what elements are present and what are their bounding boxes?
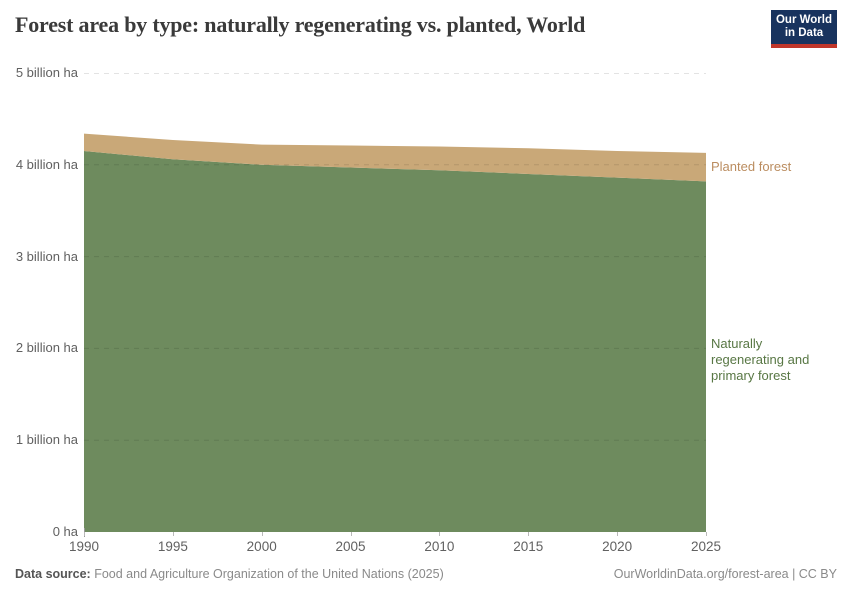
x-tick-mark — [528, 532, 530, 536]
area-naturally-regenerating — [84, 151, 706, 532]
x-tick-mark — [172, 532, 174, 536]
x-tick-label: 1990 — [68, 539, 100, 554]
x-tick-mark — [706, 532, 707, 536]
series-label-naturally-regenerating: Naturally regenerating and primary fores… — [711, 336, 810, 383]
series-label-planted-forest: Planted forest — [711, 159, 792, 174]
y-tick-label: 3 billion ha — [15, 248, 78, 264]
stacked-area-chart — [84, 73, 706, 532]
y-tick-label: 4 billion ha — [15, 156, 78, 172]
y-tick-label: 0 ha — [52, 524, 78, 539]
data-source-note: Data source: Food and Agriculture Organi… — [15, 567, 444, 581]
x-tick-mark — [84, 532, 85, 536]
owid-logo-line1: Our World — [775, 14, 832, 26]
owid-logo: Our World in Data — [771, 10, 837, 48]
x-tick-label: 2005 — [335, 539, 366, 554]
area-planted-forest — [84, 133, 706, 182]
y-tick-label: 2 billion ha — [15, 340, 78, 356]
x-tick-mark — [617, 532, 619, 536]
x-tick-label: 2010 — [424, 539, 455, 554]
x-tick-mark — [350, 532, 352, 536]
x-tick-label: 2000 — [246, 539, 277, 554]
x-tick-label: 1995 — [157, 539, 188, 554]
credit-line: OurWorldinData.org/forest-area | CC BY — [613, 567, 837, 581]
data-source-label: Data source: — [15, 567, 91, 581]
page-title: Forest area by type: naturally regenerat… — [15, 12, 586, 37]
y-tick-label: 5 billion ha — [15, 65, 78, 80]
x-tick-label: 2015 — [513, 539, 544, 554]
x-tick-mark — [439, 532, 441, 536]
x-tick-label: 2025 — [690, 539, 722, 554]
owid-logo-line2: in Data — [784, 27, 824, 39]
x-tick-mark — [261, 532, 263, 536]
x-tick-label: 2020 — [602, 539, 633, 554]
y-tick-label: 1 billion ha — [15, 432, 78, 448]
footer: Data source: Food and Agriculture Organi… — [15, 567, 837, 581]
data-source-text: Food and Agriculture Organization of the… — [94, 567, 444, 581]
